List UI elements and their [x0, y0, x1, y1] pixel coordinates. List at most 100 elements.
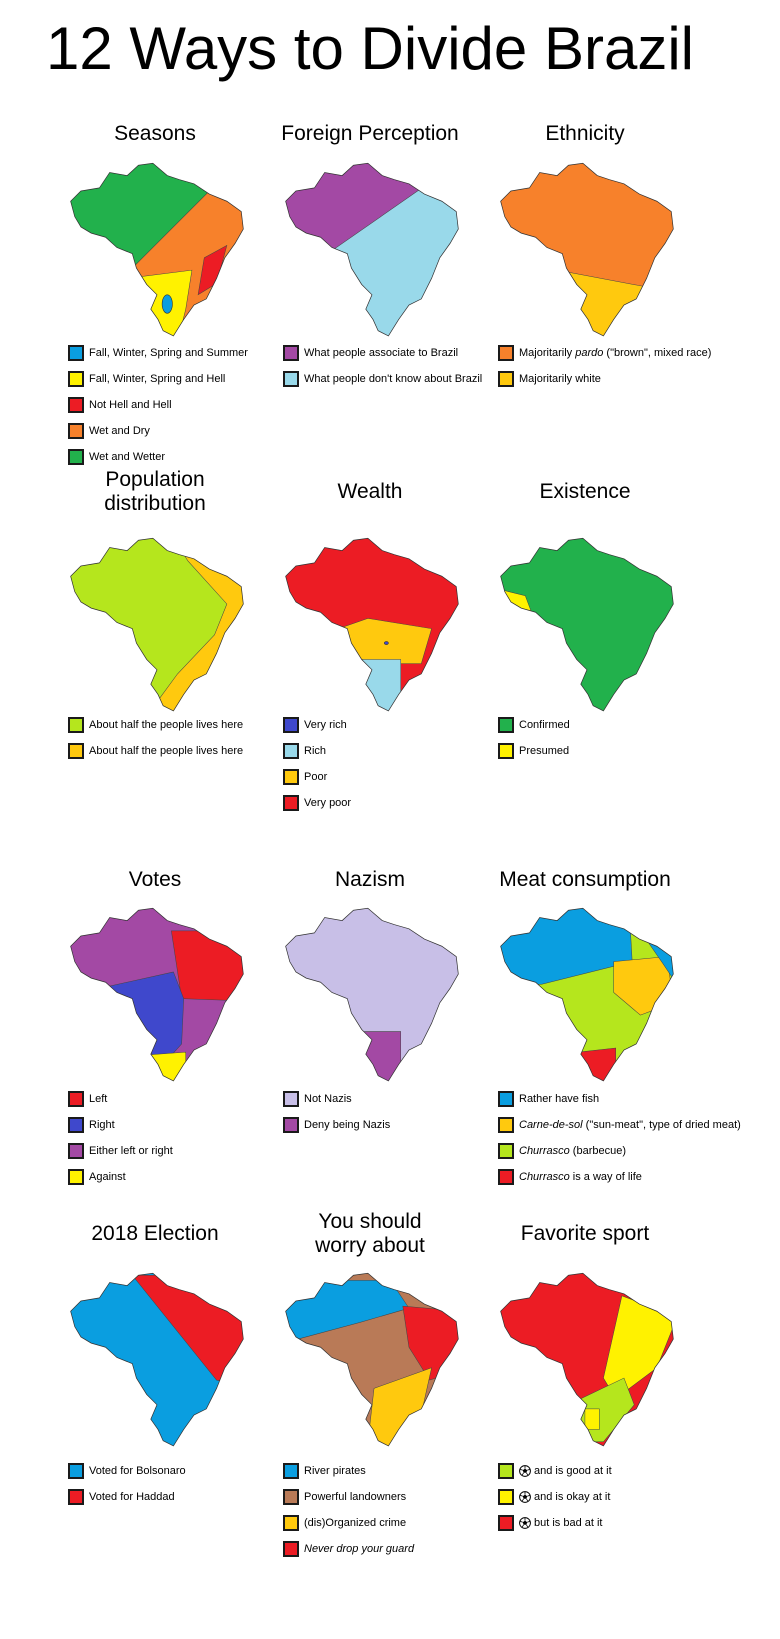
legend-swatch: [68, 371, 84, 387]
brazil-map: [70, 162, 244, 337]
legend-swatch: [283, 1541, 299, 1557]
brazil-outline: [285, 1272, 459, 1447]
brazil-outline: [70, 162, 244, 337]
brazil-map: [500, 537, 674, 712]
legend-label: Against: [89, 1171, 126, 1183]
legend-label: pardo: [575, 347, 604, 359]
panel-title: Existence: [539, 480, 631, 503]
legend-swatch: [283, 717, 299, 733]
legend: Left Right Either left or right Against: [68, 1086, 173, 1190]
legend-swatch: [68, 449, 84, 465]
panel-title: Ethnicity: [545, 122, 625, 145]
legend-item: Right: [68, 1112, 173, 1138]
legend-swatch: [498, 1489, 514, 1505]
legend-label: Confirmed: [519, 719, 570, 731]
legend-swatch: [498, 1463, 514, 1479]
legend-swatch: [68, 1169, 84, 1185]
legend-item: but is bad at it: [498, 1510, 612, 1536]
legend-swatch: [283, 1489, 299, 1505]
legend-item: Confirmed: [498, 712, 570, 738]
legend-label: but is bad at it: [534, 1517, 603, 1529]
brazil-outline: [285, 162, 459, 337]
legend-label: Right: [89, 1119, 115, 1131]
legend-swatch: [68, 717, 84, 733]
legend-label: Fall, Winter, Spring and Hell: [89, 373, 226, 385]
page-title: 12 Ways to Divide Brazil: [46, 15, 694, 82]
legend-label: Majoritarily white: [519, 373, 601, 385]
legend-label: Voted for Haddad: [89, 1491, 175, 1503]
legend-swatch: [498, 1169, 514, 1185]
legend-item: About half the people lives here: [68, 738, 243, 764]
legend-label: Presumed: [519, 745, 570, 757]
brazil-outline: [500, 1272, 674, 1447]
brazil-map: [500, 907, 674, 1082]
soccer-ball-icon: [519, 1517, 531, 1529]
legend-swatch: [498, 743, 514, 759]
legend-item: Against: [68, 1164, 173, 1190]
legend-label: Very rich: [304, 719, 347, 731]
legend-label: What people don't know about Brazil: [304, 373, 483, 385]
legend-label: Carne-de-sol: [519, 1119, 583, 1131]
soccer-ball-icon: [519, 1465, 531, 1477]
legend: and is good at it and is okay at it but is…: [498, 1458, 612, 1536]
brazil-map: [500, 162, 674, 337]
legend-swatch: [68, 397, 84, 413]
legend-swatch: [283, 1117, 299, 1133]
legend: Rather have fish Carne-de-sol ("sun-meat"…: [498, 1086, 741, 1190]
legend-item: Not Hell and Hell: [68, 392, 248, 418]
legend-label: Very poor: [304, 797, 352, 809]
legend-label: Left: [89, 1093, 108, 1105]
legend-swatch: [68, 1143, 84, 1159]
brazil-map: [500, 1272, 674, 1447]
brazil-outline: [500, 162, 674, 337]
legend-swatch: [68, 345, 84, 361]
legend-swatch: [283, 1463, 299, 1479]
legend-label: What people associate to Brazil: [304, 347, 459, 359]
legend-label: Churrasco: [519, 1171, 570, 1183]
panel-title: Seasons: [114, 122, 196, 145]
legend-label: About half the people lives here: [89, 719, 244, 731]
panel-title: 2018 Election: [91, 1222, 219, 1245]
map-region: [129, 1051, 187, 1081]
legend-swatch: [498, 1515, 514, 1531]
legend-label: Voted for Bolsonaro: [89, 1465, 186, 1477]
brazil-outline: [500, 907, 674, 1082]
legend-label: Not Hell and Hell: [89, 399, 172, 411]
legend-swatch: [68, 1489, 84, 1505]
legend-item: Never drop your guard: [283, 1536, 414, 1562]
legend-swatch: [498, 1091, 514, 1107]
brazil-outline: [70, 1272, 244, 1447]
legend-label: and is okay at it: [534, 1491, 611, 1503]
panel-title: Votes: [128, 868, 182, 891]
legend-swatch: [498, 1143, 514, 1159]
map-region: [341, 659, 402, 711]
legend-item: Rich: [283, 738, 351, 764]
legend-item: Very rich: [283, 712, 351, 738]
legend-label: Either left or right: [89, 1145, 173, 1157]
legend-item: and is okay at it: [498, 1484, 612, 1510]
legend-swatch: [498, 1117, 514, 1133]
brazil-map: [285, 162, 459, 337]
legend-label: Majoritarily: [519, 347, 576, 359]
legend: Majoritarily pardo ("brown", mixed race)…: [498, 340, 711, 392]
legend-label: Deny being Nazis: [304, 1119, 391, 1131]
legend-label: (barbecue): [569, 1145, 627, 1157]
legend-label: Fall, Winter, Spring and Summer: [89, 347, 248, 359]
legend-label: and is good at it: [534, 1465, 612, 1477]
legend: River pirates Powerful landowners (dis)Org…: [283, 1458, 414, 1562]
legend-label: Rich: [304, 745, 327, 757]
brazil-map: [285, 907, 459, 1082]
legend-label: About half the people lives here: [89, 745, 244, 757]
legend-label: Wet and Dry: [89, 425, 150, 437]
legend-item: Voted for Bolsonaro: [68, 1458, 186, 1484]
panel-title: Meat consumption: [499, 868, 671, 891]
legend-item: What people associate to Brazil: [283, 340, 482, 366]
soccer-ball-icon: [519, 1491, 531, 1503]
legend-swatch: [498, 345, 514, 361]
legend-item: Powerful landowners: [283, 1484, 414, 1510]
panel-title: Foreign Perception: [281, 122, 459, 145]
map-region: [383, 641, 389, 645]
legend-item: Either left or right: [68, 1138, 173, 1164]
legend-label: Powerful landowners: [304, 1491, 407, 1503]
panel-title: You should worry about: [315, 1210, 425, 1257]
